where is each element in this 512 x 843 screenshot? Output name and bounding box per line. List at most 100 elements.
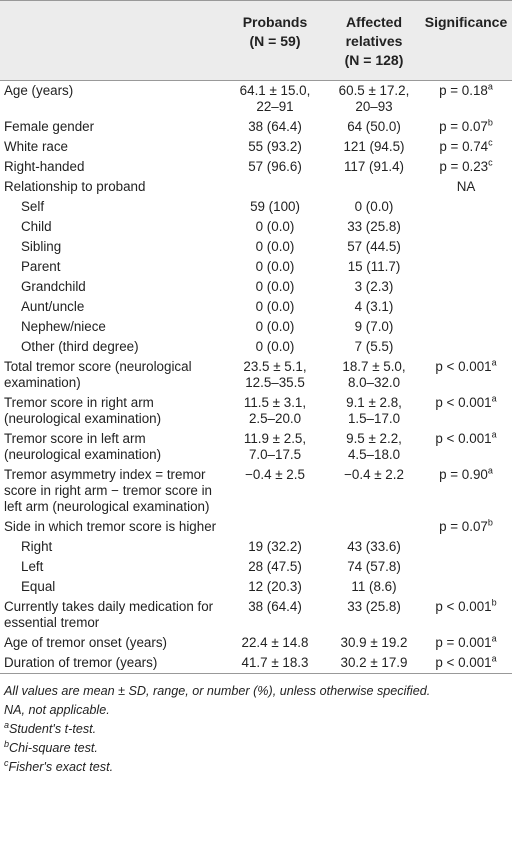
significance-cell	[420, 557, 512, 577]
cell-line: 121 (94.5)	[343, 139, 405, 154]
relatives-cell: 121 (94.5)	[328, 137, 420, 157]
p-value: p < 0.001	[435, 655, 492, 670]
footnote-mark: c	[4, 757, 9, 768]
p-value: p < 0.001	[435, 395, 492, 410]
relatives-cell: 18.7 ± 5.0, 8.0–32.0	[328, 357, 420, 393]
footnote-text: NA, not applicable.	[4, 703, 110, 717]
table-row: Total tremor score (neurological examina…	[0, 357, 512, 393]
p-value: p = 0.90	[439, 467, 488, 482]
relatives-cell: −0.4 ± 2.2	[328, 465, 420, 517]
significance-cell	[420, 577, 512, 597]
footnote-mark: b	[491, 597, 497, 608]
significance-cell	[420, 277, 512, 297]
header-line: relatives	[345, 33, 403, 49]
cell-line: 22.4 ± 14.8	[241, 635, 309, 650]
relatives-cell: 33 (25.8)	[328, 597, 420, 633]
cell-line: 33 (25.8)	[347, 219, 401, 234]
table-header: Probands (N = 59) Affected relatives (N = 12…	[0, 0, 512, 81]
probands-cell: 41.7 ± 18.3	[222, 653, 328, 674]
cell-line: 18.7 ± 5.0,	[342, 359, 406, 374]
table-row: Child 0 (0.0) 33 (25.8)	[0, 217, 512, 237]
table-row: Sibling 0 (0.0) 57 (44.5)	[0, 237, 512, 257]
header-row: Probands (N = 59) Affected relatives (N = 12…	[0, 0, 512, 81]
significance-cell: p = 0.74c	[420, 137, 512, 157]
significance-cell: p = 0.18a	[420, 81, 512, 118]
header-line: Probands	[242, 14, 308, 30]
cell-line: 117 (91.4)	[343, 159, 405, 174]
cell-line: 33 (25.8)	[347, 599, 401, 614]
cell-line: 30.2 ± 17.9	[340, 655, 408, 670]
footnote-text: Fisher's exact test.	[8, 760, 114, 774]
cell-line: 19 (32.2)	[248, 539, 302, 554]
cell-line: 7.0–17.5	[248, 447, 302, 462]
relatives-cell: 30.9 ± 19.2	[328, 633, 420, 653]
cell-line: 59 (100)	[250, 199, 300, 214]
significance-cell: NA	[420, 177, 512, 197]
relatives-cell: 15 (11.7)	[328, 257, 420, 277]
cell-line: 4.5–18.0	[347, 447, 401, 462]
footnote-text: All values are mean ± SD, range, or numb…	[4, 684, 431, 698]
table-row: Relationship to proband NA	[0, 177, 512, 197]
row-label: Tremor score in left arm (neurological e…	[4, 431, 162, 462]
table-row: Grandchild 0 (0.0) 3 (2.3)	[0, 277, 512, 297]
table-row: Nephew/niece 0 (0.0) 9 (7.0)	[0, 317, 512, 337]
cell-line: 7 (5.5)	[354, 339, 394, 354]
cell-line: 0 (0.0)	[255, 299, 295, 314]
footnote-mark: b	[487, 517, 493, 528]
row-label: Child	[21, 219, 52, 234]
footnote-mark: b	[487, 117, 493, 128]
cell-line: 8.0–32.0	[347, 375, 401, 390]
cell-line: 57 (44.5)	[347, 239, 401, 254]
probands-cell: 0 (0.0)	[222, 277, 328, 297]
probands-cell: 0 (0.0)	[222, 317, 328, 337]
footnote-text: Chi-square test.	[9, 741, 98, 755]
footnote-mark: a	[491, 429, 497, 440]
footnote-mark: a	[487, 465, 493, 476]
probands-cell: 0 (0.0)	[222, 237, 328, 257]
cell-line: 11 (8.6)	[351, 579, 397, 594]
footnote-mark: c	[488, 137, 493, 148]
row-label: Tremor asymmetry index = tremor score in…	[4, 467, 212, 514]
probands-cell: 0 (0.0)	[222, 297, 328, 317]
row-label: Sibling	[21, 239, 62, 254]
footnote-mark: a	[4, 719, 10, 730]
cell-line: 64 (50.0)	[347, 119, 401, 134]
table-row: Aunt/uncle 0 (0.0) 4 (3.1)	[0, 297, 512, 317]
significance-cell: p < 0.001a	[420, 393, 512, 429]
table-row: Age of tremor onset (years) 22.4 ± 14.8 30…	[0, 633, 512, 653]
relatives-cell	[328, 517, 420, 537]
probands-cell: −0.4 ± 2.5	[222, 465, 328, 517]
cell-line: 9.1 ± 2.8,	[346, 395, 402, 410]
table-row: Duration of tremor (years) 41.7 ± 18.3 30.…	[0, 653, 512, 674]
table-row: Tremor score in right arm (neurological …	[0, 393, 512, 429]
significance-cell	[420, 337, 512, 357]
relatives-cell: 11 (8.6)	[328, 577, 420, 597]
significance-cell	[420, 217, 512, 237]
probands-cell: 28 (47.5)	[222, 557, 328, 577]
p-value: p < 0.001	[435, 359, 492, 374]
cell-line: 22–91	[256, 99, 294, 114]
header-line: Significance	[424, 14, 508, 30]
significance-cell	[420, 317, 512, 337]
p-value: p = 0.18	[439, 83, 488, 98]
significance-cell	[420, 537, 512, 557]
significance-cell	[420, 297, 512, 317]
probands-cell: 64.1 ± 15.0, 22–91	[222, 81, 328, 118]
row-label: Equal	[21, 579, 56, 594]
header-cell: Significance	[420, 0, 512, 81]
cell-line: 3 (2.3)	[354, 279, 394, 294]
significance-cell	[420, 237, 512, 257]
probands-cell: 0 (0.0)	[222, 257, 328, 277]
cell-line: 4 (3.1)	[354, 299, 394, 314]
header-cell	[0, 0, 222, 81]
probands-cell: 59 (100)	[222, 197, 328, 217]
row-label: Tremor score in right arm (neurological …	[4, 395, 162, 426]
p-value: p = 0.07	[439, 119, 488, 134]
significance-cell: p < 0.001b	[420, 597, 512, 633]
table-row: Self 59 (100) 0 (0.0)	[0, 197, 512, 217]
table-row: Tremor asymmetry index = tremor score in…	[0, 465, 512, 517]
row-label: Parent	[21, 259, 61, 274]
table-row: Side in which tremor score is higher p = …	[0, 517, 512, 537]
footnote-mark: a	[491, 633, 497, 644]
